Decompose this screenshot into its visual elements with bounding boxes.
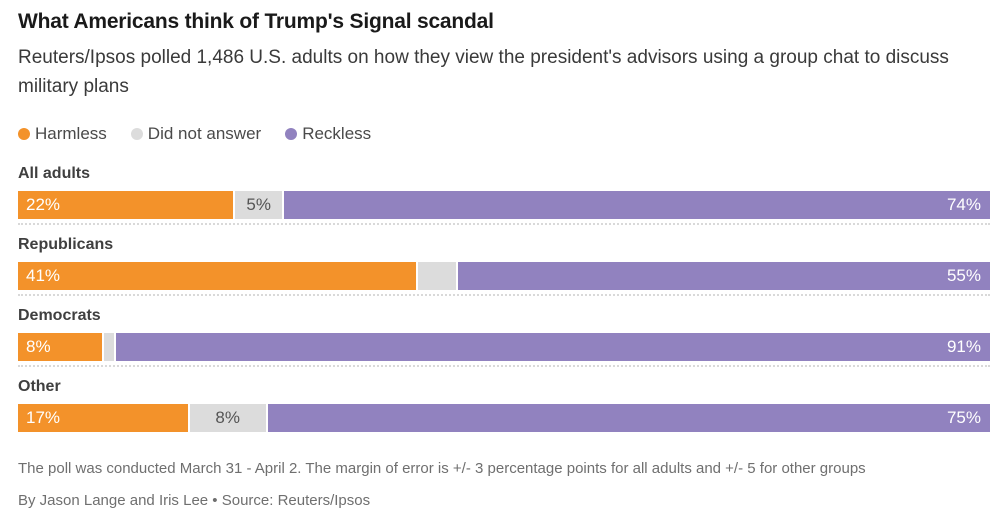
bar-segment-reckless: 74% <box>284 191 990 219</box>
row-separator <box>18 294 990 296</box>
byline: By Jason Lange and Iris Lee • Source: Re… <box>18 492 371 509</box>
category-label: Other <box>18 378 61 395</box>
bar-row: Republicans 41% 55% <box>18 236 990 296</box>
category-label: Democrats <box>18 307 101 324</box>
row-separator <box>18 365 990 367</box>
category-label: All adults <box>18 165 91 182</box>
bar-segment-did-not-answer: 5% <box>235 191 283 219</box>
bar-segment-reckless: 75% <box>267 404 990 432</box>
bar-segment-reckless: 91% <box>115 333 990 361</box>
legend-item-harmless: Harmless <box>18 124 107 144</box>
chart-page: What Americans think of Trump's Signal s… <box>18 10 990 510</box>
chart-subtitle: Reuters/Ipsos polled 1,486 U.S. adults o… <box>18 47 949 97</box>
legend-item-reckless: Reckless <box>285 124 371 144</box>
legend-label: Reckless <box>302 124 372 143</box>
bar-segment-harmless: 8% <box>18 333 103 361</box>
bar-segment-harmless: 41% <box>18 262 416 290</box>
bar-segment-did-not-answer <box>104 333 114 361</box>
stacked-bar: 8% 91% <box>18 333 990 361</box>
row-separator <box>18 223 990 225</box>
legend-item-did-not-answer: Did not answer <box>130 124 262 144</box>
legend-label: Did not answer <box>147 124 262 143</box>
stacked-bar: 17% 8% 75% <box>18 404 990 432</box>
legend-label: Harmless <box>35 124 107 143</box>
methodology-note: The poll was conducted March 31 - April … <box>18 460 866 477</box>
category-label: Republicans <box>18 236 114 253</box>
bar-segment-harmless: 22% <box>18 191 234 219</box>
bar-rows: All adults 22% 5% 74% Republicans 41% 55% Democ… <box>18 165 990 432</box>
stacked-bar: 22% 5% 74% <box>18 191 990 219</box>
legend: Harmless Did not answer Reckless <box>18 124 990 144</box>
bar-row: Democrats 8% 91% <box>18 307 990 367</box>
bar-segment-did-not-answer <box>417 262 456 290</box>
legend-dot-harmless-icon <box>18 128 30 140</box>
stacked-bar: 41% 55% <box>18 262 990 290</box>
chart-notes: The poll was conducted March 31 - April … <box>18 459 990 510</box>
bar-segment-did-not-answer: 8% <box>189 404 266 432</box>
legend-dot-did-not-answer-icon <box>130 128 143 140</box>
chart-title: What Americans think of Trump's Signal s… <box>18 10 494 33</box>
bar-row: All adults 22% 5% 74% <box>18 165 990 225</box>
bar-segment-harmless: 17% <box>18 404 188 432</box>
bar-segment-reckless: 55% <box>457 262 990 290</box>
legend-dot-reckless-icon <box>285 128 298 140</box>
bar-row: Other 17% 8% 75% <box>18 378 990 432</box>
